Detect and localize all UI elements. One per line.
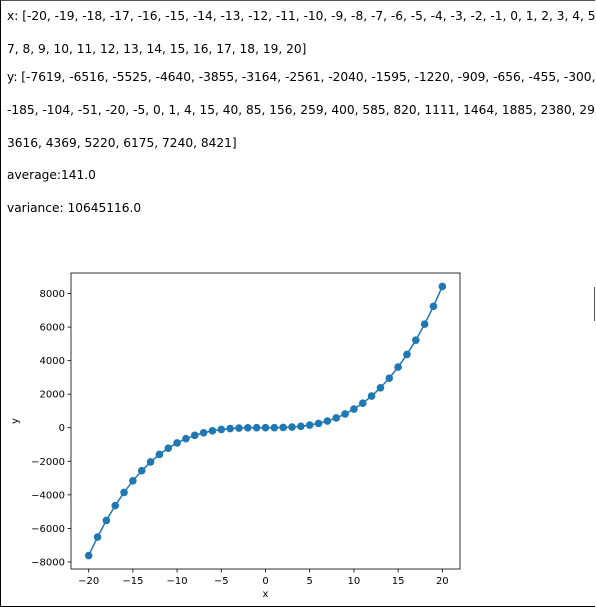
data-point: [217, 425, 226, 434]
data-point: [84, 551, 93, 560]
data-point: [270, 423, 279, 432]
x-tick-label: 5: [307, 576, 313, 587]
data-point: [429, 302, 438, 311]
y-tick-label: 2000: [40, 390, 65, 401]
average-line: average:141.0: [7, 159, 592, 192]
x-tick-label: 0: [262, 576, 268, 587]
y-output-line-3: 3616, 4369, 5220, 6175, 7240, 8421]: [7, 136, 237, 150]
data-point: [190, 431, 199, 440]
average-label: average:: [7, 168, 61, 182]
data-point: [420, 320, 429, 328]
data-point: [252, 423, 261, 432]
variance-value: 10645116.0: [67, 201, 142, 215]
plot-axes: [70, 272, 461, 570]
data-point: [305, 421, 314, 429]
data-point: [208, 427, 217, 435]
x-output: x: [-20, -19, -18, -17, -16, -15, -14, -…: [7, 0, 596, 66]
x-ticks: −20 −15 −10 −5 0 5 10 15 20: [78, 569, 449, 587]
data-point: [403, 350, 411, 359]
x-tick-label: −15: [122, 576, 143, 587]
data-point: [297, 422, 305, 431]
data-point: [182, 434, 190, 443]
x-tick-label: −10: [167, 576, 188, 587]
x-tick-label: −5: [214, 576, 229, 587]
y-tick-label: −4000: [31, 490, 65, 501]
y-ticks: −8000 −6000 −4000 −2000 0 2000 4000 6000 8000: [31, 289, 71, 568]
line-chart: −20 −15 −10 −5 0 5 10 15 20 −8000 −6000 −4000 −2000…: [10, 272, 461, 600]
series-markers: [84, 282, 447, 560]
data-point: [323, 417, 332, 425]
data-point: [261, 423, 270, 432]
y-axis-label: y: [10, 418, 21, 424]
x-tick-label: 15: [392, 576, 405, 587]
data-point: [438, 282, 447, 291]
variance-line: variance: 10645116.0: [7, 192, 592, 225]
data-point: [385, 374, 394, 382]
y-output-line-1: y: [-7619, -6516, -5525, -4640, -3855, -…: [7, 70, 596, 84]
x-tick-label: 20: [436, 576, 449, 587]
y-tick-label: 6000: [40, 323, 65, 334]
x-axis-label: x: [263, 589, 269, 600]
data-point: [120, 488, 128, 497]
y-tick-label: −8000: [31, 557, 65, 568]
data-point: [146, 458, 155, 466]
average-output: average:141.0: [7, 159, 592, 192]
data-point: [341, 410, 349, 418]
data-point: [129, 477, 137, 485]
x-tick-label: 10: [348, 576, 361, 587]
data-point: [155, 450, 164, 459]
y-output-line-2: -185, -104, -51, -20, -5, 0, 1, 4, 15, 4…: [7, 103, 596, 117]
data-point: [332, 414, 341, 422]
data-point: [358, 399, 367, 407]
x-output-line-1: x: [-20, -19, -18, -17, -16, -15, -14, -…: [7, 9, 596, 23]
data-point: [279, 423, 287, 432]
y-tick-label: −6000: [31, 524, 65, 535]
data-point: [235, 424, 243, 432]
data-point: [199, 428, 208, 437]
data-point: [288, 423, 296, 431]
average-value: 141.0: [61, 168, 96, 182]
y-tick-label: 0: [59, 423, 65, 434]
variance-output: variance: 10645116.0: [7, 192, 592, 225]
data-point: [173, 439, 181, 447]
x-output-line-2: 7, 8, 9, 10, 11, 12, 13, 14, 15, 16, 17,…: [7, 42, 307, 56]
data-point: [164, 444, 173, 452]
cell-divider: [594, 287, 595, 321]
data-point: [411, 336, 420, 344]
data-point: [350, 405, 358, 413]
variance-label: variance:: [7, 201, 64, 215]
data-point: [93, 533, 102, 541]
data-point: [376, 383, 385, 392]
y-output: y: [-7619, -6516, -5525, -4640, -3855, -…: [7, 61, 596, 160]
x-tick-label: −20: [78, 576, 99, 587]
data-point: [226, 424, 234, 433]
data-point: [102, 516, 111, 525]
y-tick-label: −2000: [31, 457, 65, 468]
y-tick-label: 8000: [40, 289, 65, 300]
y-tick-label: 4000: [40, 356, 65, 367]
plot-frame: [70, 272, 461, 570]
data-point: [137, 466, 146, 475]
data-point: [111, 501, 120, 510]
data-point: [314, 419, 323, 428]
data-point: [244, 424, 252, 432]
series-line: [88, 286, 444, 556]
data-point: [367, 392, 376, 400]
data-point: [394, 363, 402, 371]
